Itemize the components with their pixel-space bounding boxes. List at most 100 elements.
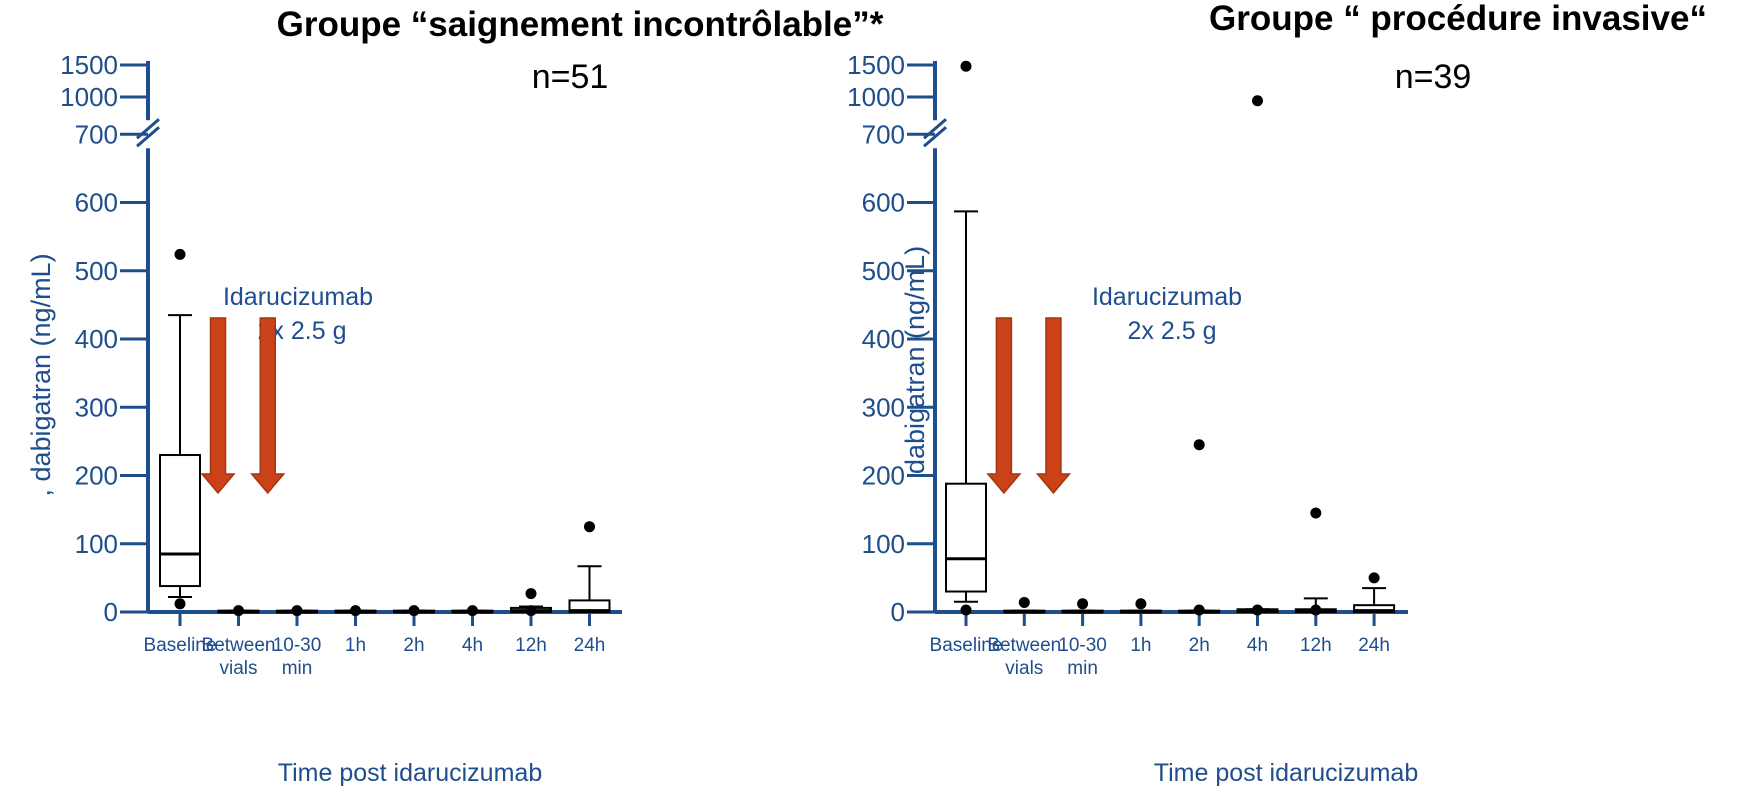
outlier-point xyxy=(525,605,537,617)
outlier-point xyxy=(525,588,537,600)
box-plot-4 xyxy=(393,605,435,617)
annotation-drug-name: Idarucizumab xyxy=(1092,283,1242,311)
outlier-point xyxy=(960,60,972,72)
box-plot-1 xyxy=(217,605,260,617)
box-plot-5 xyxy=(1236,95,1279,616)
chart-title: Groupe “ procédure invasive“ xyxy=(1209,0,1707,38)
outlier-point xyxy=(1193,439,1205,451)
outlier-point xyxy=(1252,95,1263,107)
box-plot-3 xyxy=(334,605,377,617)
box-plot-2 xyxy=(1061,598,1104,614)
x-tick-label: 1h xyxy=(345,635,366,656)
y-tick-label: 600 xyxy=(75,188,118,218)
y-axis-label: dabigatran (ng/mL) xyxy=(900,246,930,474)
box-plot-1 xyxy=(1003,596,1046,614)
box-plot-2 xyxy=(276,605,318,617)
outlier-point xyxy=(1018,596,1030,608)
y-tick-label: 700 xyxy=(862,119,905,149)
x-tick-label: Between xyxy=(987,635,1061,656)
x-tick-label: 2h xyxy=(1189,635,1210,656)
annotation-drug-name: Idarucizumab xyxy=(223,283,373,311)
y-tick-label: 1500 xyxy=(60,50,118,80)
outlier-point xyxy=(1368,572,1380,584)
chart-subtitle: n=39 xyxy=(1395,58,1472,96)
y-tick-label: 0 xyxy=(104,597,118,627)
x-tick-label: min xyxy=(1067,658,1098,679)
box-plot-4 xyxy=(1178,439,1221,616)
idarucizumab-dose-arrow xyxy=(1035,317,1072,495)
x-tick-label: Between xyxy=(202,635,276,656)
y-tick-label: 400 xyxy=(862,324,905,354)
x-tick-label: 10-30 xyxy=(273,635,322,656)
x-tick-label: 10-30 xyxy=(1058,635,1107,656)
outlier-point xyxy=(350,605,361,617)
box-plot-6 xyxy=(510,588,552,617)
chart-panel-invasive-procedure: Groupe “ procédure invasive“ n=39 Time p… xyxy=(847,0,1707,787)
x-tick-label: Baseline xyxy=(144,635,217,656)
y-tick-label: 300 xyxy=(75,392,118,422)
box-plot-7 xyxy=(1353,572,1396,613)
outlier-point xyxy=(291,605,303,617)
axis-break-mark xyxy=(923,126,947,148)
y-tick-label: 1000 xyxy=(847,82,905,112)
y-tick-label: 500 xyxy=(75,256,118,286)
axis-break-mark xyxy=(136,126,160,148)
y-tick-label: 600 xyxy=(862,188,905,218)
box-iqr xyxy=(159,454,201,588)
idarucizumab-dose-arrow xyxy=(986,317,1022,495)
chart-panel-uncontrolled-bleeding: Groupe “saignement incontrôlable”* n=51 … xyxy=(26,5,884,787)
y-tick-label: 700 xyxy=(75,119,118,149)
box-plot-3 xyxy=(1119,598,1162,614)
x-tick-label: 4h xyxy=(1247,635,1268,656)
y-tick-label: 300 xyxy=(862,392,905,422)
idarucizumab-dose-arrow xyxy=(200,317,236,495)
x-tick-label: vials xyxy=(219,658,257,679)
outlier-point xyxy=(408,605,420,617)
outlier-point xyxy=(174,598,186,610)
y-tick-label: 200 xyxy=(862,461,905,491)
y-tick-label: 400 xyxy=(75,324,118,354)
idarucizumab-dose-arrow xyxy=(250,317,286,495)
chart-title: Groupe “saignement incontrôlable”* xyxy=(277,5,884,44)
x-tick-label: 12h xyxy=(515,635,547,656)
box-plot-0 xyxy=(945,60,987,616)
y-tick-label: 1000 xyxy=(60,82,118,112)
y-tick-label: 1500 xyxy=(847,50,905,80)
box-plot-5 xyxy=(451,605,494,617)
box-plot-0 xyxy=(159,248,201,610)
box-plot-6 xyxy=(1294,507,1337,616)
outlier-point xyxy=(1135,598,1147,610)
x-tick-label: vials xyxy=(1005,658,1043,679)
y-tick-label: 200 xyxy=(75,461,118,491)
y-tick-label: 100 xyxy=(75,529,118,559)
box-plot-7 xyxy=(568,521,611,614)
y-axis-label: , dabigatran (ng/mL) xyxy=(26,253,56,496)
x-tick-label: 24h xyxy=(574,635,606,656)
x-tick-label: Baseline xyxy=(930,635,1003,656)
outlier-point xyxy=(174,248,186,260)
x-tick-label: 4h xyxy=(462,635,483,656)
chart-subtitle: n=51 xyxy=(532,58,609,96)
annotation-dose: 2x 2.5 g xyxy=(1128,317,1217,345)
outlier-point xyxy=(1252,604,1263,616)
x-tick-label: 2h xyxy=(403,635,424,656)
outlier-point xyxy=(584,521,595,533)
outlier-point xyxy=(1077,598,1089,610)
outlier-point xyxy=(1310,604,1322,616)
outlier-point xyxy=(1193,604,1205,616)
outlier-point xyxy=(467,605,478,617)
y-tick-label: 500 xyxy=(862,256,905,286)
x-axis-label: Time post idarucizumab xyxy=(1154,759,1418,787)
x-axis-label: Time post idarucizumab xyxy=(278,759,542,787)
x-tick-label: min xyxy=(282,658,313,679)
y-tick-label: 0 xyxy=(891,597,905,627)
box-iqr xyxy=(945,482,987,593)
y-tick-label: 100 xyxy=(862,529,905,559)
outlier-point xyxy=(233,605,244,617)
outlier-point xyxy=(960,604,972,616)
x-tick-label: 1h xyxy=(1130,635,1151,656)
x-tick-label: 24h xyxy=(1358,635,1390,656)
x-tick-label: 12h xyxy=(1300,635,1332,656)
outlier-point xyxy=(1310,507,1322,519)
